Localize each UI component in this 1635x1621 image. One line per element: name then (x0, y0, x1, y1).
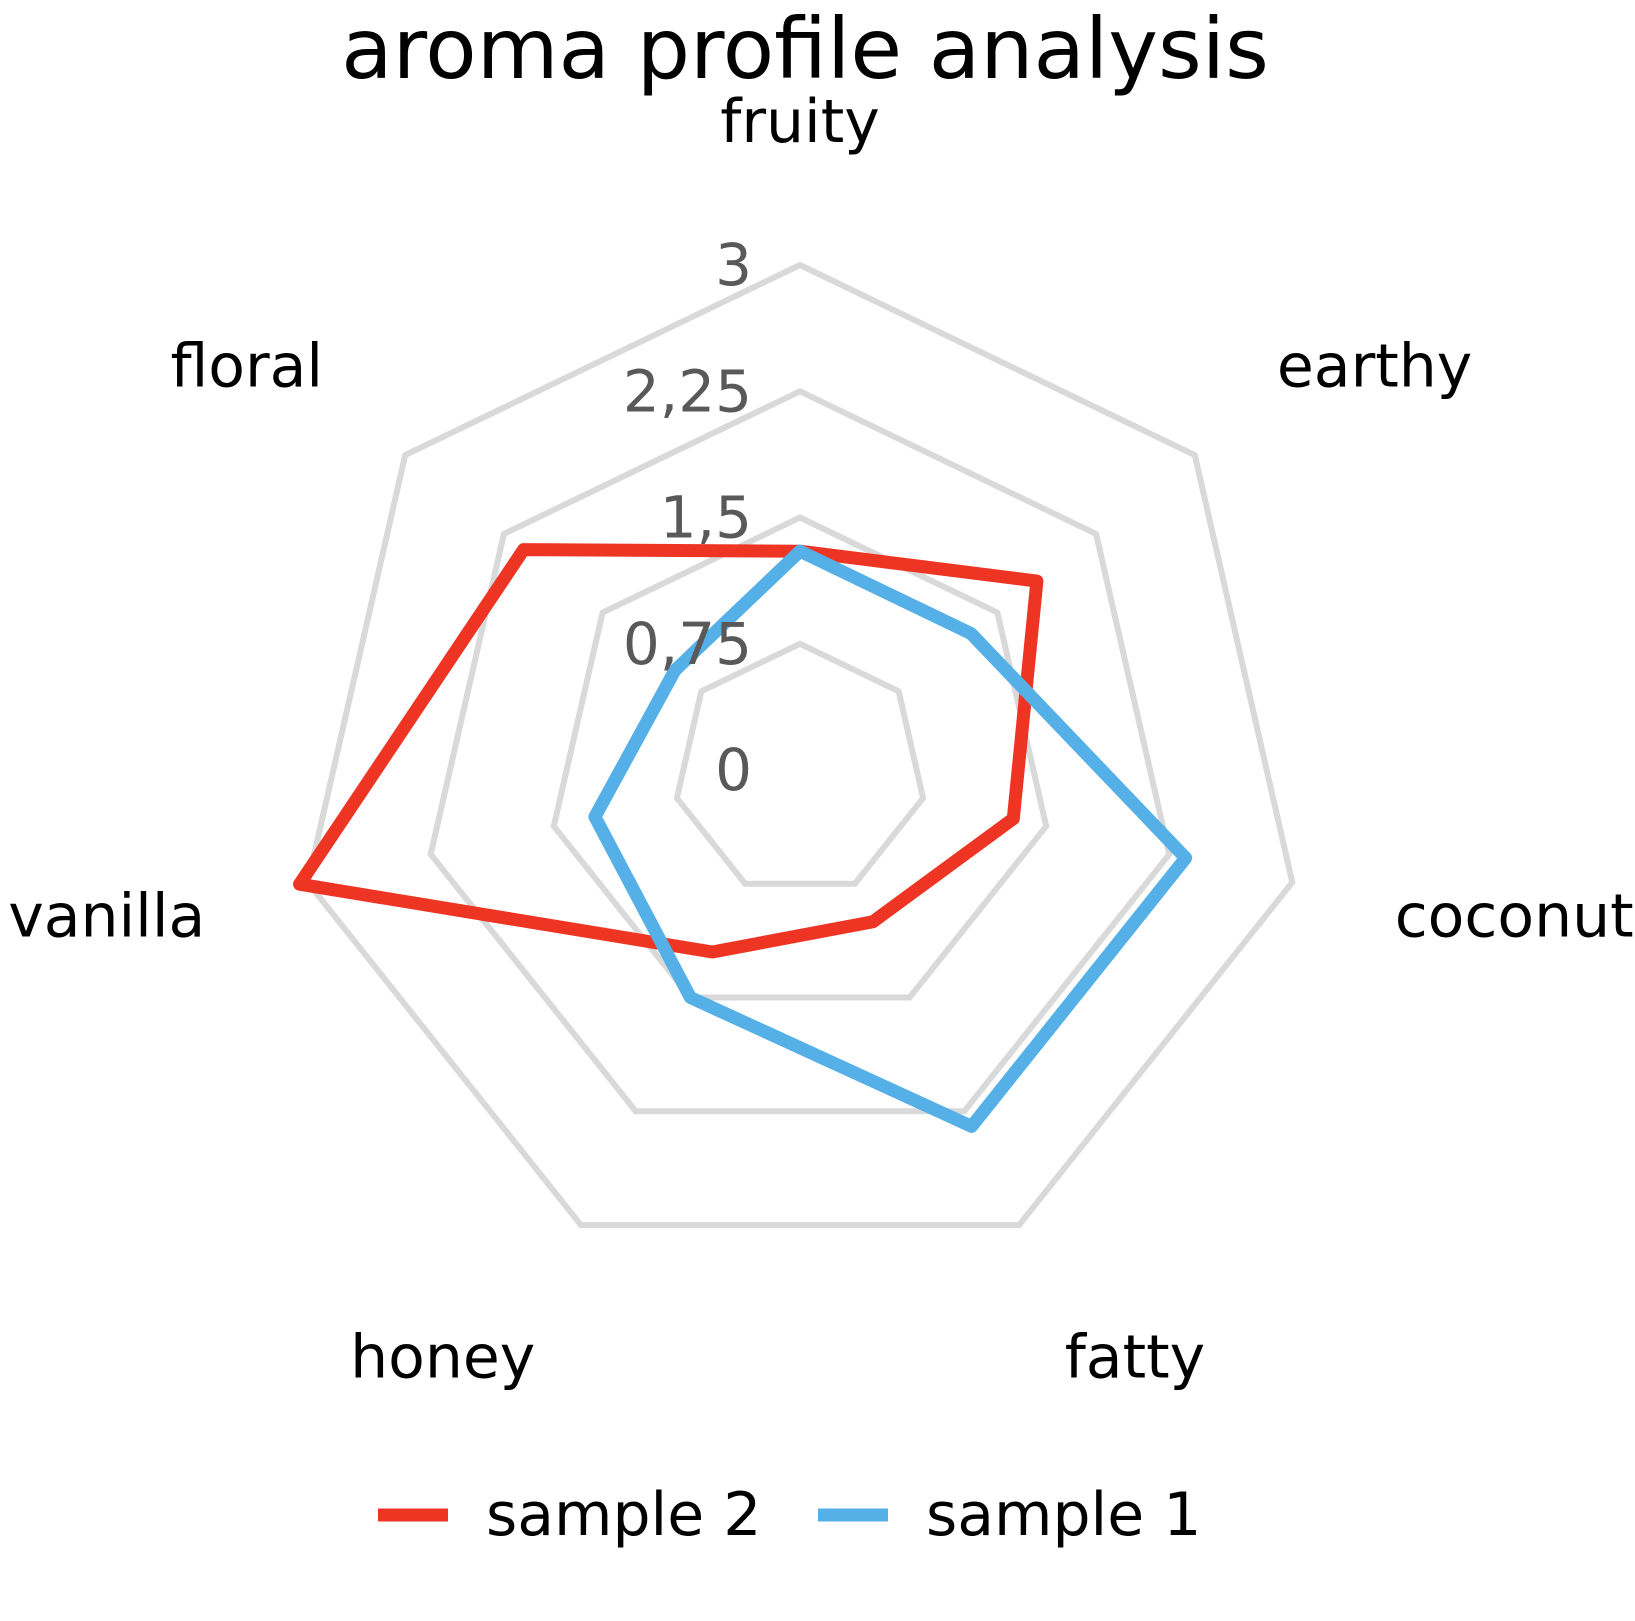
category-label: coconut (1395, 882, 1634, 952)
legend: sample 2 sample 1 (378, 1480, 1201, 1550)
chart-title: aroma profile analysis (341, 0, 1269, 98)
category-labels: fruity earthy coconut fatty honey vanilla flor… (8, 87, 1633, 1393)
tick-label: 1,5 (660, 484, 752, 552)
series-layer (293, 543, 1193, 1133)
tick-label: 0 (715, 736, 752, 804)
category-label: floral (170, 332, 323, 402)
category-label: fatty (1065, 1323, 1205, 1393)
legend-label-2: sample 1 (926, 1480, 1201, 1550)
tick-label: 0,75 (623, 610, 752, 678)
grid-ring-1 (673, 640, 927, 887)
legend-label-1: sample 2 (486, 1480, 761, 1550)
category-label: earthy (1277, 332, 1472, 402)
series-line-1 (293, 543, 1044, 959)
grid-ring-4 (304, 261, 1296, 1228)
grid-ring-2 (550, 514, 1050, 1001)
tick-label: 2,25 (623, 357, 752, 425)
series-line-2 (588, 544, 1193, 1133)
tick-label: 3 (715, 231, 752, 299)
category-label: fruity (720, 87, 880, 157)
category-label: vanilla (8, 882, 205, 952)
grid-ring-3 (427, 387, 1173, 1115)
radar-grid (304, 261, 1296, 1228)
tick-labels: 0 0,75 1,5 2,25 3 (623, 231, 752, 804)
category-label: honey (350, 1323, 535, 1393)
